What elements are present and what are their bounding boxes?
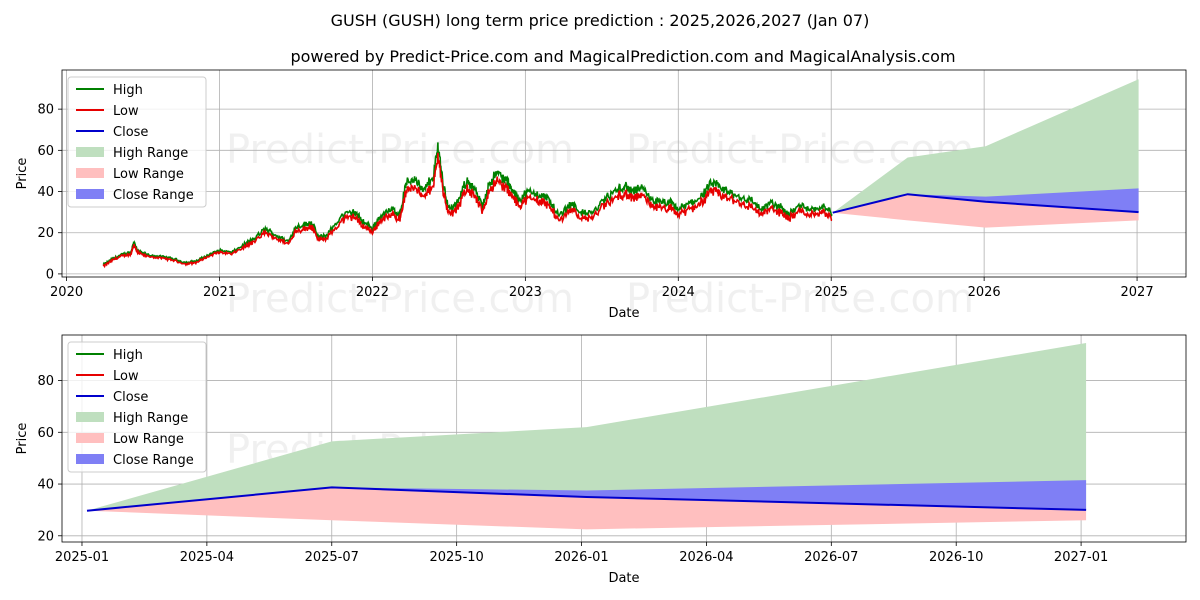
high-range-area xyxy=(86,343,1087,511)
watermark-left: Predict-Price.com xyxy=(226,276,574,322)
legend-low-label: Low xyxy=(113,104,139,119)
high-range-area xyxy=(832,79,1139,213)
y-tick-label: 80 xyxy=(37,374,54,389)
legend-close-range-label: Close Range xyxy=(113,188,194,203)
x-tick-label: 2021 xyxy=(203,285,236,300)
legend-close-label: Close xyxy=(113,125,148,140)
legend-high-range-label: High Range xyxy=(113,146,188,161)
high-price-line xyxy=(102,142,833,267)
forecast-chart-panel: Predict-Price.comPredict-Price.com2025-0… xyxy=(15,334,1187,586)
legend-high-range-swatch xyxy=(76,147,104,157)
x-tick-label: 2023 xyxy=(509,285,542,300)
y-tick-label: 20 xyxy=(37,226,54,241)
low-range-area xyxy=(86,487,1087,530)
y-axis-label: Price xyxy=(15,423,30,455)
x-tick-label: 2022 xyxy=(356,285,389,300)
y-tick-label: 80 xyxy=(37,103,54,118)
x-tick-label: 2026-01 xyxy=(554,550,608,565)
plot-frame xyxy=(61,69,1187,278)
x-tick-label: 2020 xyxy=(50,285,83,300)
y-tick-label: 20 xyxy=(37,529,54,544)
x-tick-label: 2027-01 xyxy=(1054,550,1108,565)
watermark-right: Predict-Price.com xyxy=(626,276,974,322)
x-tick-label: 2025-04 xyxy=(180,550,234,565)
x-tick-label: 2025-07 xyxy=(305,550,359,565)
plot-frame xyxy=(61,334,1187,543)
low-price-line xyxy=(102,152,833,269)
x-tick-label: 2026-10 xyxy=(929,550,983,565)
x-tick-label: 2027 xyxy=(1121,285,1154,300)
plot-area xyxy=(102,79,1139,269)
low-range-area xyxy=(832,194,1139,228)
overview-chart-panel: Predict-Price.com Predict-Price.comPredic… xyxy=(15,69,1187,322)
y-tick-label: 40 xyxy=(37,478,54,493)
y-tick-label: 0 xyxy=(46,267,54,282)
legend-low-range-swatch xyxy=(76,433,104,443)
legend-high-label: High xyxy=(113,348,143,363)
legend-close-range-swatch xyxy=(76,189,104,199)
x-tick-label: 2026-04 xyxy=(679,550,733,565)
x-tick-label: 2026-07 xyxy=(804,550,858,565)
chart-title: GUSH (GUSH) long term price prediction :… xyxy=(331,11,870,30)
y-axis-label: Price xyxy=(15,158,30,190)
plot-area xyxy=(86,343,1087,530)
y-tick-label: 40 xyxy=(37,185,54,200)
y-tick-label: 60 xyxy=(37,144,54,159)
y-tick-label: 60 xyxy=(37,426,54,441)
close-forecast-line xyxy=(86,486,1087,512)
x-axis-label: Date xyxy=(608,306,639,321)
x-tick-label: 2025 xyxy=(815,285,848,300)
chart-subtitle: powered by Predict-Price.com and Magical… xyxy=(290,47,955,66)
x-tick-label: 2026 xyxy=(968,285,1001,300)
legend-low-range-label: Low Range xyxy=(113,167,184,182)
legend-high-range-swatch xyxy=(76,412,104,422)
legend-high-range-label: High Range xyxy=(113,411,188,426)
close-forecast-line xyxy=(832,193,1139,214)
x-axis-label: Date xyxy=(608,571,639,586)
legend-close-range-label: Close Range xyxy=(113,453,194,468)
x-tick-label: 2024 xyxy=(662,285,695,300)
legend-close-label: Close xyxy=(113,390,148,405)
x-tick-label: 2025-01 xyxy=(55,550,109,565)
legend-low-label: Low xyxy=(113,369,139,384)
x-tick-label: 2025-10 xyxy=(429,550,483,565)
legend-low-range-label: Low Range xyxy=(113,432,184,447)
legend-close-range-swatch xyxy=(76,454,104,464)
legend-low-range-swatch xyxy=(76,168,104,178)
legend-high-label: High xyxy=(113,83,143,98)
